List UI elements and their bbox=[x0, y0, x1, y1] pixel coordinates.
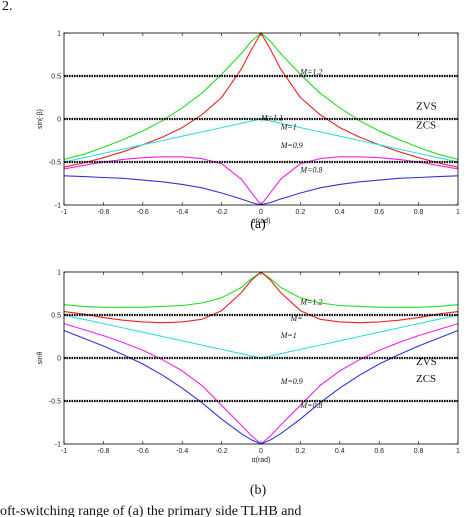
chart-a-ylabel: sin(-β) bbox=[37, 109, 44, 129]
chart-b-series-line-4 bbox=[63, 329, 459, 445]
chart-b-ytick-label-4: 1 bbox=[57, 270, 61, 277]
chart-a-ytick-label-0: -1 bbox=[55, 203, 61, 210]
chart-a-ytick-label-4: 1 bbox=[57, 31, 61, 38]
chart-b-xtick-label-8: 0.6 bbox=[374, 448, 384, 455]
chart-b-ytick-label-0: -1 bbox=[55, 442, 61, 449]
chart-a-label-m11: M=1.1 bbox=[260, 114, 283, 123]
chart-b-xtick-label-4: -0.2 bbox=[216, 448, 228, 455]
chart-a-series-line-4 bbox=[63, 175, 459, 206]
chart-b-series-line-3 bbox=[63, 323, 459, 445]
chart-b-xtick-label-7: 0.4 bbox=[335, 448, 345, 455]
chart-b-ytick-label-1: -0.5 bbox=[49, 399, 61, 406]
chart-a-xtick-label-9: 0.8 bbox=[414, 209, 424, 216]
chart-b-ylabel: sinθ bbox=[37, 351, 44, 364]
chart-a-label-m12: M=1.2 bbox=[299, 67, 322, 76]
chart-b-ytick-label-3: 0.5 bbox=[51, 313, 61, 320]
chart-a-caption: (a) bbox=[250, 217, 266, 232]
chart-a-series-line-2 bbox=[63, 118, 459, 163]
chart-a-ytick-label-3: 0.5 bbox=[51, 74, 61, 81]
chart-b-xtick-label-0: -1 bbox=[61, 448, 67, 455]
page-bottom-text: oft-switching range of (a) the primary s… bbox=[0, 504, 301, 517]
chart-a-series-line-0 bbox=[63, 32, 459, 160]
chart-a-xtick-label-10: 1 bbox=[456, 209, 460, 216]
chart-b-label-m11: M= bbox=[290, 314, 303, 323]
chart-a-xtick-label-3: -0.4 bbox=[176, 209, 188, 216]
chart-b-xtick-label-2: -0.6 bbox=[137, 448, 149, 455]
chart-b-xtick-label-6: 0.2 bbox=[296, 448, 306, 455]
chart-a-ticks: -1 -0.8 -0.6 -0.4 -0.2 0 0.2 0.4 0.6 0.8 1 -1 -0.5 0 0… bbox=[49, 31, 460, 217]
chart-a-xtick-label-1: -0.8 bbox=[97, 209, 109, 216]
chart-b-xtick-label-1: -0.8 bbox=[97, 448, 109, 455]
chart-b-label-m12: M=1.2 bbox=[299, 298, 322, 307]
chart-a-zvs-label: ZVS bbox=[416, 101, 437, 113]
chart-a-xtick-label-6: 0.2 bbox=[296, 209, 306, 216]
chart-b-ytick-label-2: 0 bbox=[57, 356, 61, 363]
chart-a-reference-lines bbox=[64, 74, 458, 164]
chart-b-xtick-label-5: 0 bbox=[259, 448, 263, 455]
chart-a-xlabel: α(rad) bbox=[252, 218, 271, 225]
chart-a-xtick-label-5: 0 bbox=[259, 209, 263, 216]
chart-b-caption: (b) bbox=[250, 483, 267, 498]
chart-a-series-line-3 bbox=[63, 156, 459, 206]
chart-b-series-line-2 bbox=[63, 314, 459, 359]
chart-a-xtick-label-0: -1 bbox=[61, 209, 67, 216]
chart-b-label-m09: M=0.9 bbox=[280, 377, 303, 386]
chart-b-xtick-label-10: 1 bbox=[456, 448, 460, 455]
chart-b-zvs-label: ZVS bbox=[416, 356, 437, 368]
chart-a-xtick-label-8: 0.6 bbox=[374, 209, 384, 216]
chart-b-label-m08: M=0.8 bbox=[299, 401, 322, 410]
chart-a-xtick-label-7: 0.4 bbox=[335, 209, 345, 216]
chart-a-label-m08: M=0.8 bbox=[299, 165, 322, 174]
chart-a-xtick-label-2: -0.6 bbox=[137, 209, 149, 216]
chart-b-ticks: -1 -0.8 -0.6 -0.4 -0.2 0 0.2 0.4 0.6 0.8 1 -1 -0.5 0 0… bbox=[49, 270, 460, 456]
chart-b-label-m1: M=1 bbox=[280, 331, 297, 340]
chart-a-label-m1: M=1 bbox=[280, 122, 297, 131]
chart-a-series-line-1 bbox=[63, 32, 459, 168]
chart-b-zcs-label: ZCS bbox=[416, 373, 436, 385]
chart-a-ytick-label-2: 0 bbox=[57, 117, 61, 124]
chart-a-ytick-label-1: -0.5 bbox=[49, 160, 61, 167]
chart-b-xtick-label-9: 0.8 bbox=[414, 448, 424, 455]
chart-a-label-m09: M=0.9 bbox=[280, 141, 303, 150]
chart-b-xtick-label-3: -0.4 bbox=[176, 448, 188, 455]
chart-a-xtick-label-4: -0.2 bbox=[216, 209, 228, 216]
chart-b-xlabel: α(rad) bbox=[252, 457, 271, 464]
page-top-text: 2. bbox=[2, 0, 13, 14]
chart-panel-b: -1 -0.8 -0.6 -0.4 -0.2 0 0.2 0.4 0.6 0.8 1 -1 -0.5 0 0… bbox=[37, 270, 460, 499]
chart-panel-a: -1 -0.8 -0.6 -0.4 -0.2 0 0.2 0.4 0.6 0.8 1 -1 -0.5 0 0… bbox=[37, 31, 460, 233]
chart-b-reference-lines bbox=[64, 313, 458, 403]
chart-a-zcs-label: ZCS bbox=[416, 119, 436, 131]
chart-b-series-line-0 bbox=[63, 271, 459, 308]
